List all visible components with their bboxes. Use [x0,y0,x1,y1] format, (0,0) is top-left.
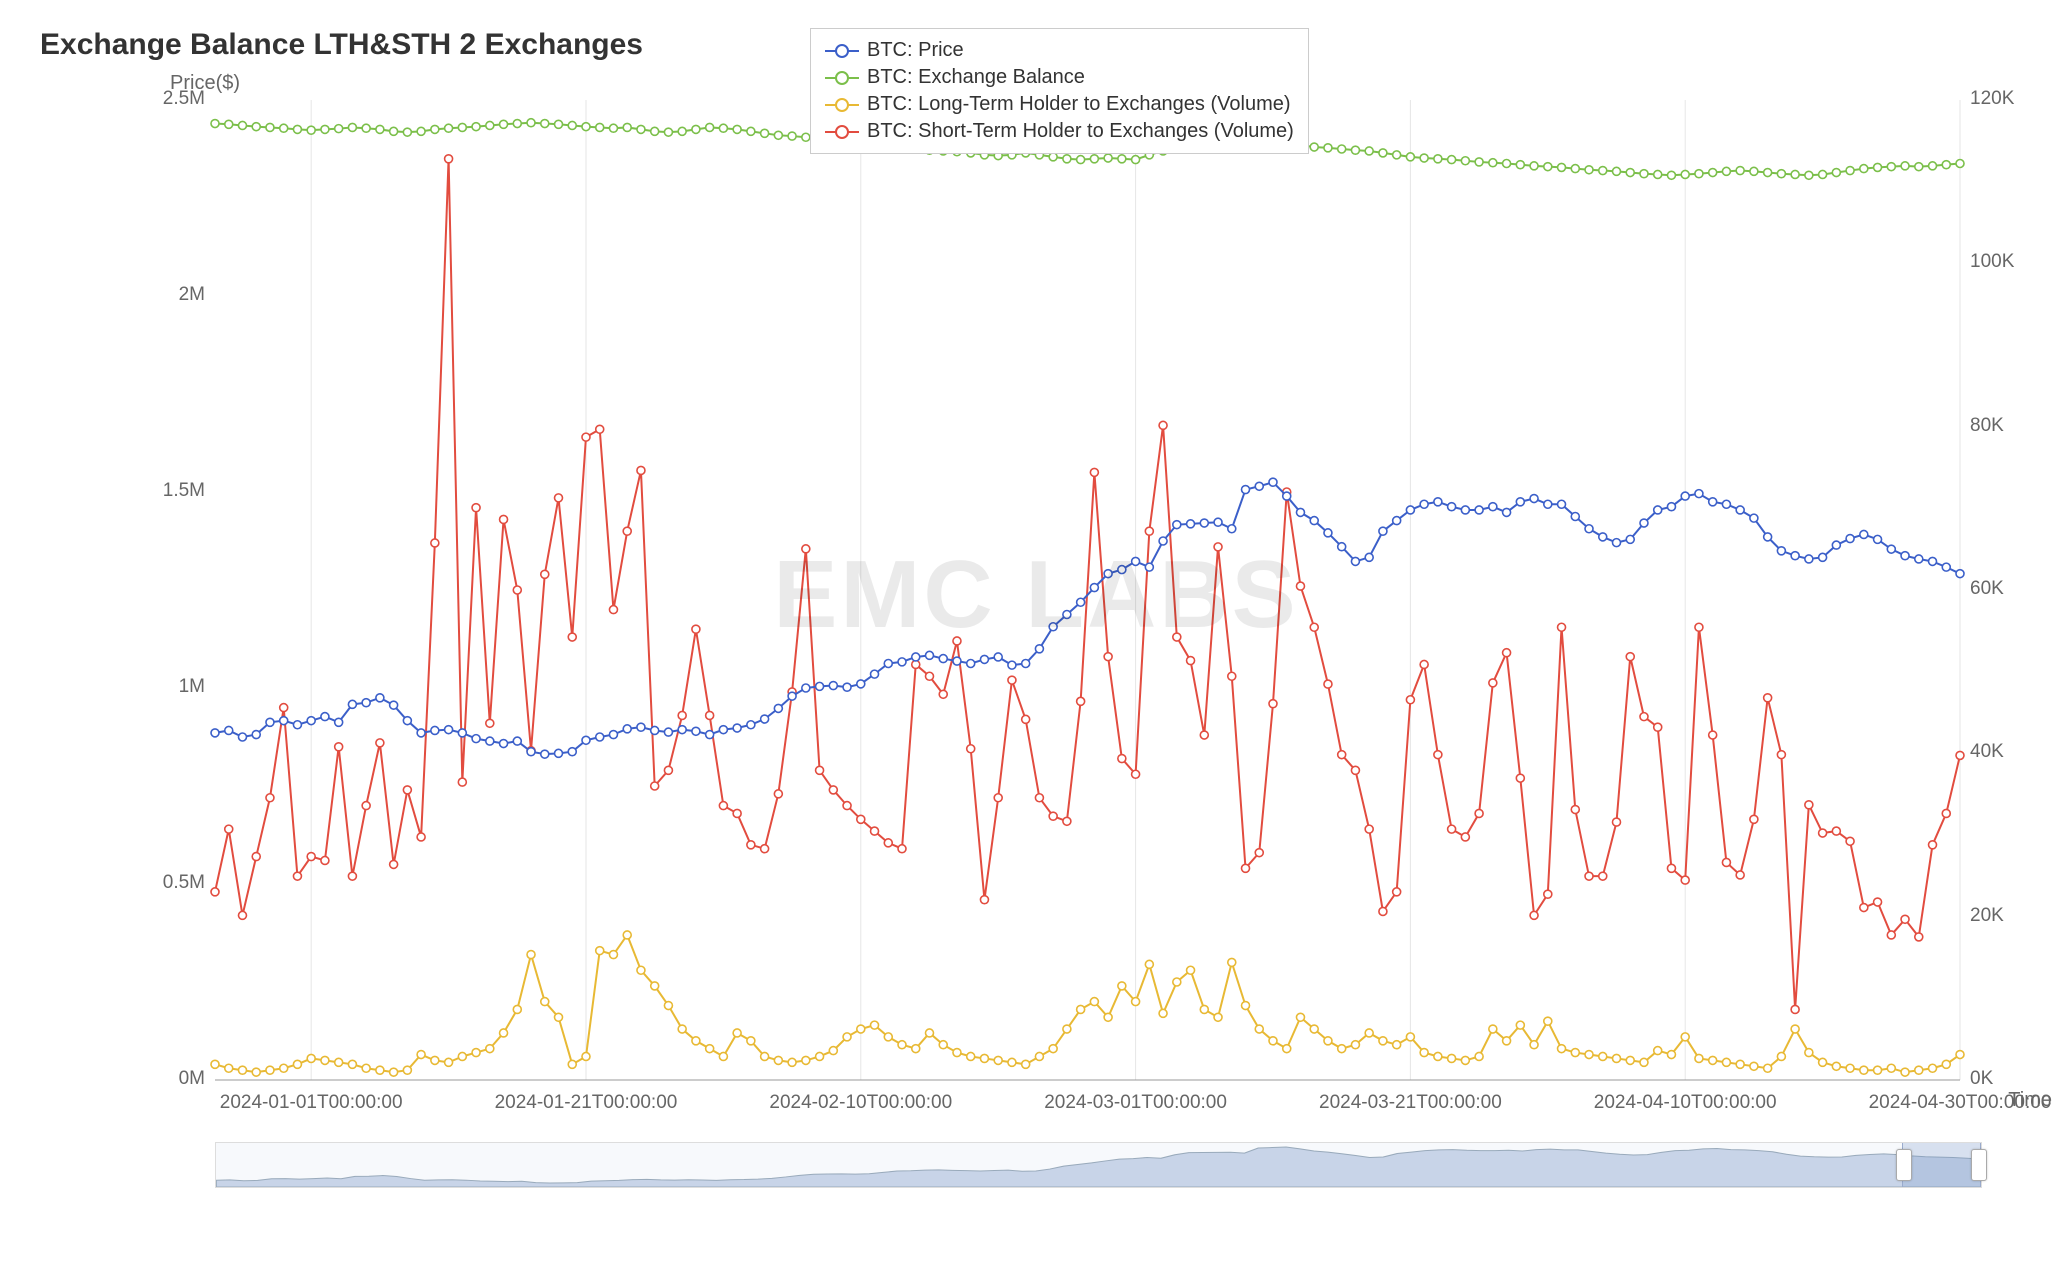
y-right-tick-label: 20K [1970,905,2004,927]
legend-item-sth[interactable]: BTC: Short-Term Holder to Exchanges (Vol… [825,118,1294,145]
slider-handle-right[interactable] [1971,1149,1987,1181]
slider-handle-left[interactable] [1896,1149,1912,1181]
y-right-tick-label: 120K [1970,88,2014,110]
chart-legend: BTC: Price BTC: Exchange Balance BTC: Long… [810,28,1309,154]
y-left-tick-label: 1.5M [163,480,205,502]
legend-swatch-icon [825,104,859,106]
y-right-tick-label: 40K [1970,741,2004,763]
x-tick-label: 2024-01-01T00:00:00 [201,1092,421,1114]
y-right-tick-label: 60K [1970,578,2004,600]
y-left-tick-label: 0.5M [163,872,205,894]
x-tick-label: 2024-01-21T00:00:00 [476,1092,696,1114]
legend-label: BTC: Short-Term Holder to Exchanges (Vol… [867,120,1294,143]
y-right-tick-label: 80K [1970,415,2004,437]
slider-sparkline [216,1143,1981,1187]
legend-item-balance[interactable]: BTC: Exchange Balance [825,64,1294,91]
y-left-tick-label: 2.5M [163,88,205,110]
x-tick-label: 2024-02-10T00:00:00 [751,1092,971,1114]
x-tick-label: 2024-03-01T00:00:00 [1026,1092,1246,1114]
legend-item-lth[interactable]: BTC: Long-Term Holder to Exchanges (Volu… [825,91,1294,118]
legend-swatch-icon [825,131,859,133]
y-left-tick-label: 2M [179,284,205,306]
data-zoom-slider[interactable] [215,1142,1982,1188]
chart-plot-area [0,0,2072,1268]
legend-label: BTC: Exchange Balance [867,66,1085,89]
legend-item-price[interactable]: BTC: Price [825,37,1294,64]
x-tick-label: 2024-04-30T00:00:00 [1850,1092,2070,1114]
x-tick-label: 2024-03-21T00:00:00 [1300,1092,1520,1114]
legend-swatch-icon [825,77,859,79]
chart-title: Exchange Balance LTH&STH 2 Exchanges [40,28,643,62]
y-right-tick-label: 0K [1970,1068,1993,1090]
y-right-tick-label: 100K [1970,251,2014,273]
y-left-tick-label: 0M [179,1068,205,1090]
x-tick-label: 2024-04-10T00:00:00 [1575,1092,1795,1114]
chart-container: Exchange Balance LTH&STH 2 Exchanges Pri… [0,0,2072,1268]
slider-window[interactable] [1902,1143,1981,1187]
legend-label: BTC: Price [867,39,964,62]
y-left-tick-label: 1M [179,676,205,698]
legend-swatch-icon [825,50,859,52]
legend-label: BTC: Long-Term Holder to Exchanges (Volu… [867,93,1291,116]
